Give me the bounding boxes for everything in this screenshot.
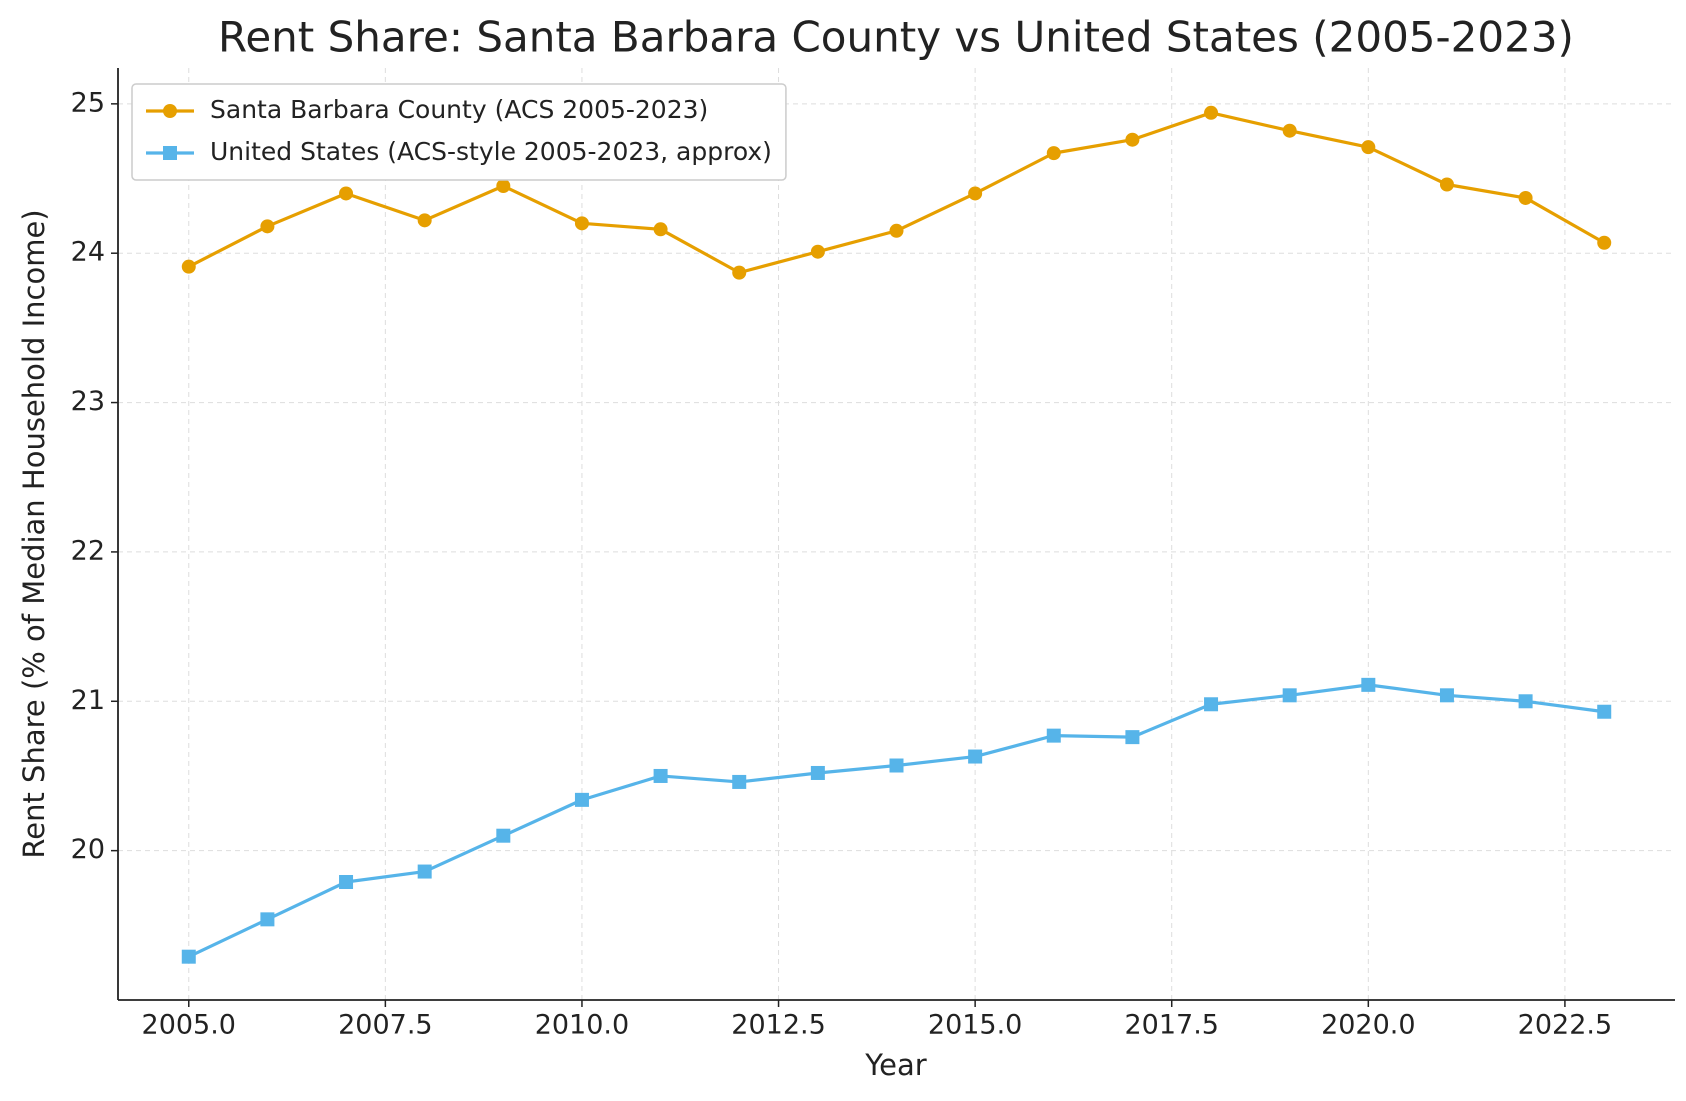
y-tick-label: 22 <box>71 535 105 566</box>
marker <box>810 244 825 259</box>
series-line <box>188 683 1605 959</box>
marker <box>574 216 589 231</box>
x-axis-label: Year <box>864 1048 926 1082</box>
marker <box>574 792 589 807</box>
marker <box>1282 123 1297 138</box>
marker <box>1518 694 1533 709</box>
marker <box>1046 728 1061 743</box>
x-tick-label: 2022.5 <box>1518 1010 1612 1041</box>
legend: Santa Barbara County (ACS 2005-2023) Unit… <box>131 83 787 181</box>
marker <box>1439 688 1454 703</box>
y-tick-label: 21 <box>71 685 105 716</box>
x-tick-label: 2010.0 <box>535 1010 629 1041</box>
marker <box>1282 688 1297 703</box>
marker <box>653 768 668 783</box>
marker <box>417 864 432 879</box>
legend-label: Santa Barbara County (ACS 2005-2023) <box>210 95 708 124</box>
marker <box>889 223 904 238</box>
marker <box>339 186 354 201</box>
x-tick-label: 2020.0 <box>1321 1010 1415 1041</box>
marker <box>732 774 747 789</box>
marker <box>1597 235 1612 250</box>
marker <box>1361 677 1376 692</box>
marker <box>732 265 747 280</box>
y-tick-label: 24 <box>71 237 105 268</box>
x-tick-label: 2015.0 <box>928 1010 1022 1041</box>
x-tick-label: 2007.5 <box>338 1010 432 1041</box>
y-tick-label: 23 <box>71 386 105 417</box>
marker <box>653 222 668 237</box>
chart-title: Rent Share: Santa Barbara County vs Unit… <box>218 13 1574 62</box>
marker <box>163 104 177 118</box>
marker <box>810 765 825 780</box>
marker <box>181 949 196 964</box>
x-tick-label: 2005.0 <box>142 1010 236 1041</box>
y-tick-label: 25 <box>71 87 105 118</box>
marker <box>260 912 275 927</box>
marker <box>1204 697 1219 712</box>
marker <box>260 219 275 234</box>
x-tick-label: 2012.5 <box>731 1010 825 1041</box>
marker <box>339 875 354 890</box>
y-axis-label: Rent Share (% of Median Household Income… <box>17 209 51 858</box>
y-tick-label: 20 <box>71 834 105 865</box>
marker <box>163 146 177 160</box>
marker <box>1125 132 1140 147</box>
marker <box>1046 146 1061 161</box>
marker <box>496 178 511 193</box>
marker <box>1361 140 1376 155</box>
marker <box>889 758 904 773</box>
marker <box>1597 704 1612 719</box>
legend-label: United States (ACS-style 2005-2023, appr… <box>210 137 772 166</box>
marker <box>968 749 983 764</box>
marker <box>181 259 196 274</box>
marker <box>1518 190 1533 205</box>
marker <box>417 213 432 228</box>
x-tick-label: 2017.5 <box>1124 1010 1218 1041</box>
marker <box>968 186 983 201</box>
marker <box>1439 177 1454 192</box>
marker <box>496 828 511 843</box>
marker <box>1125 730 1140 745</box>
legend-box <box>131 83 787 181</box>
marker <box>1204 105 1219 120</box>
